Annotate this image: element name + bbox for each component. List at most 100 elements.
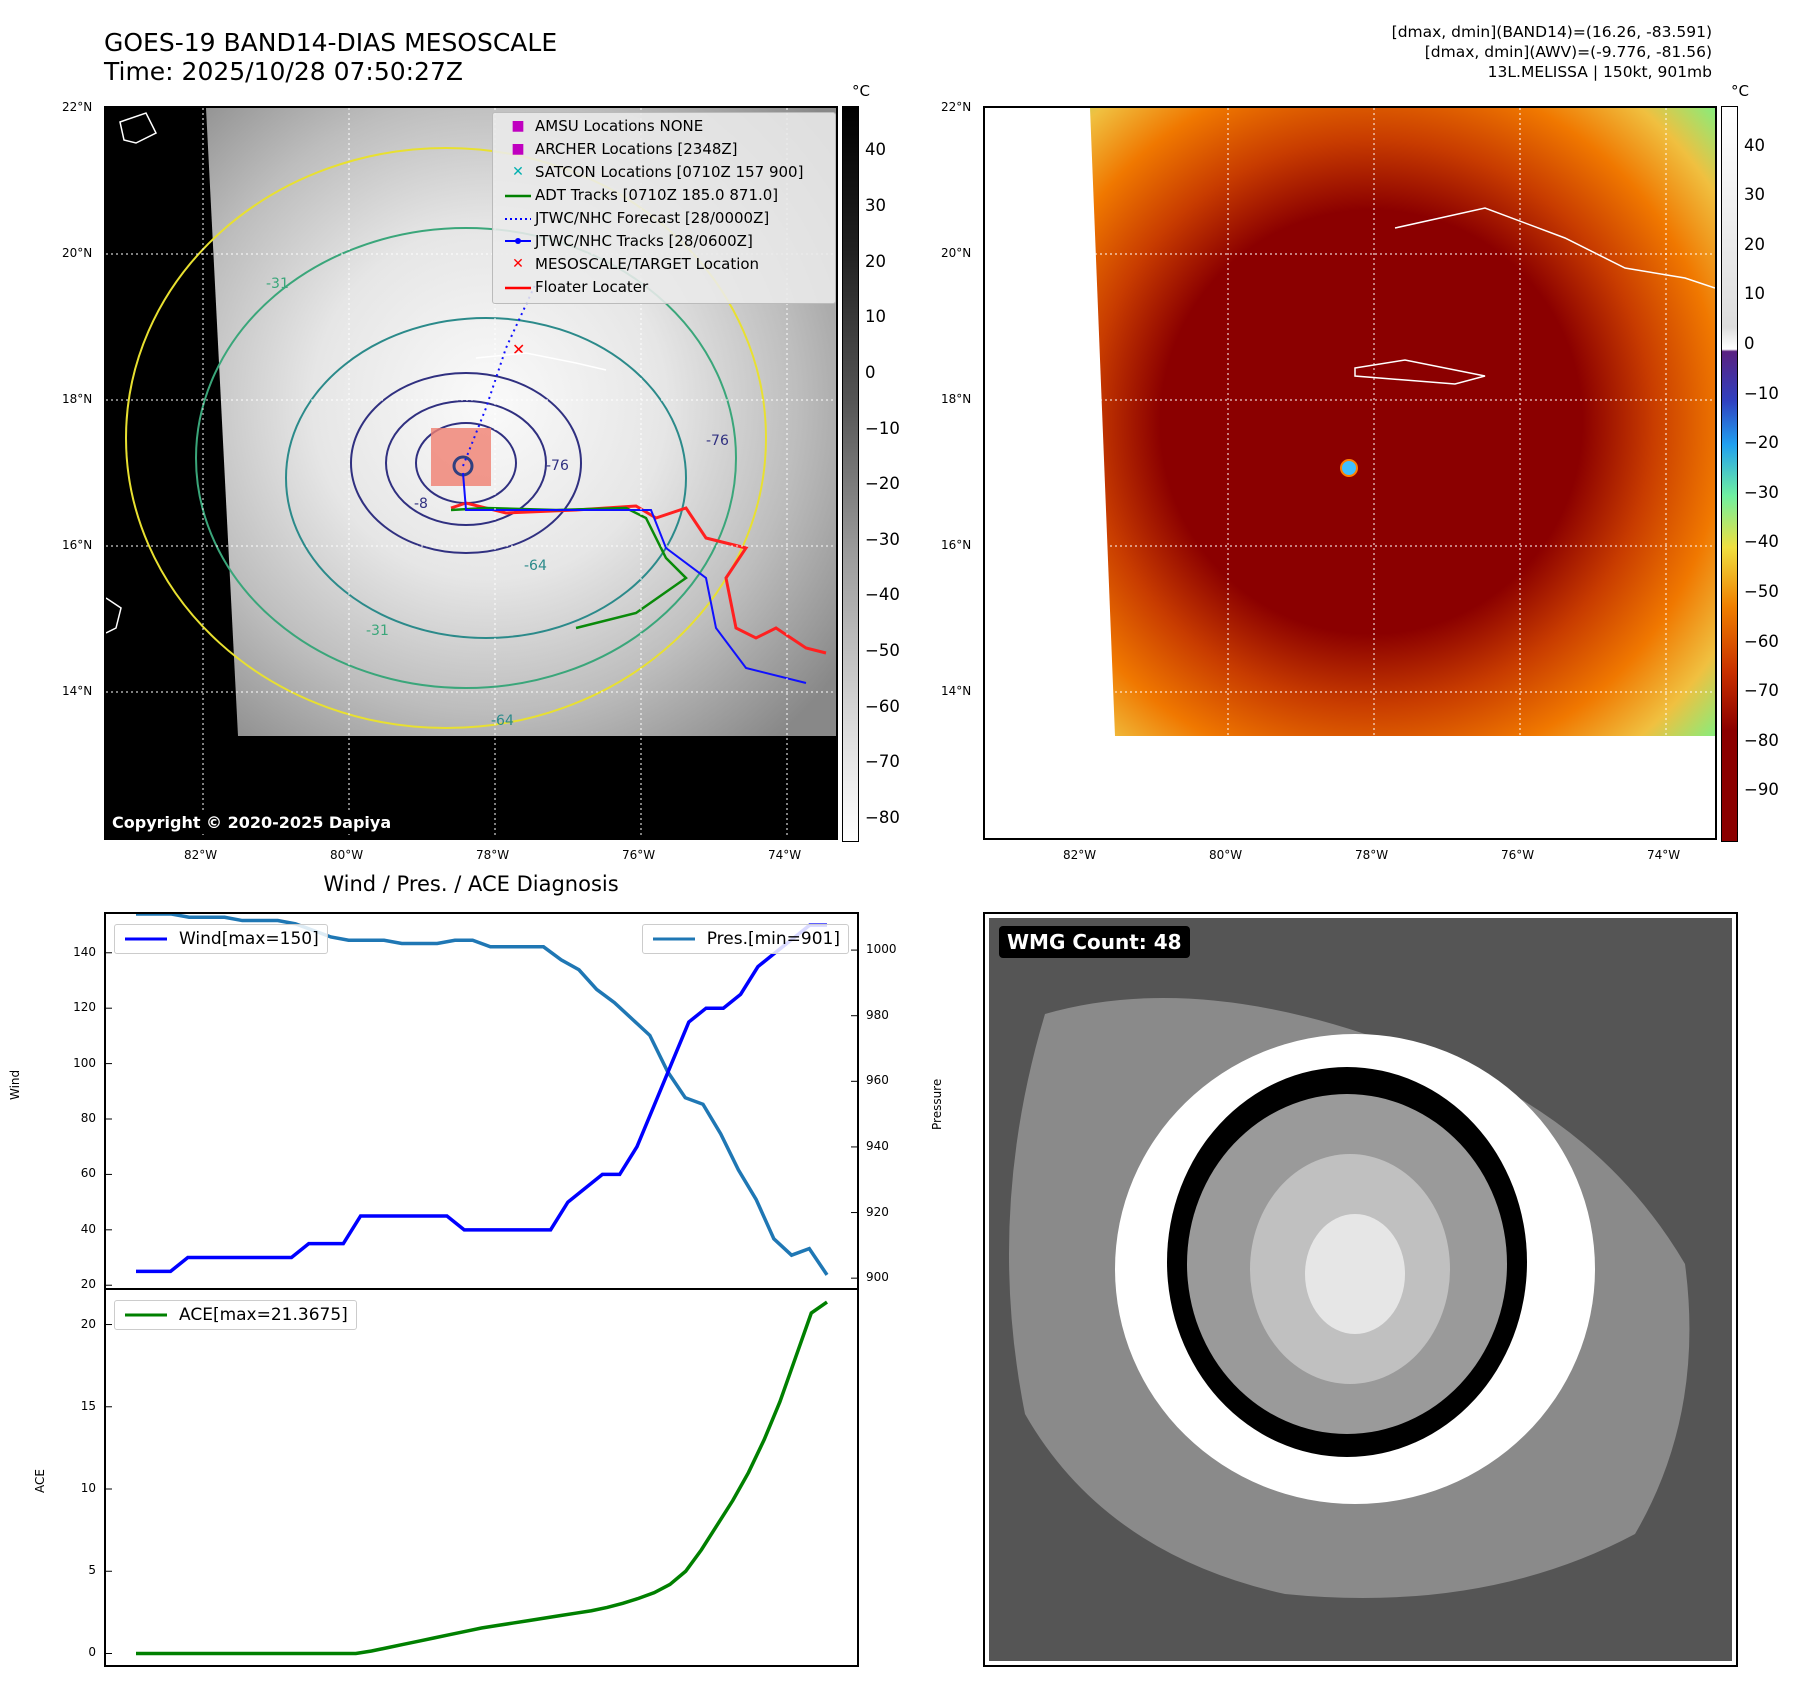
- lat-label: 16°N: [941, 538, 972, 552]
- colorbar-tick: −10: [1744, 383, 1779, 403]
- colorbar-tick: 30: [1744, 185, 1765, 205]
- contour-label: -64: [491, 713, 514, 729]
- ir-color-imagery: [985, 108, 1715, 838]
- legend-item: JTWC/NHC Tracks [28/0600Z]: [501, 230, 753, 252]
- coastline: [119, 112, 158, 144]
- ace-tick: 0: [88, 1645, 96, 1660]
- line-dot-icon: [501, 233, 535, 249]
- cuba-coastline: [1394, 207, 1715, 289]
- contour-label: -76: [706, 433, 729, 449]
- colorbar-tick: 10: [865, 307, 886, 327]
- ace-tick: 20: [80, 1316, 96, 1331]
- lat-label: 16°N: [62, 538, 93, 552]
- legend-label: ADT Tracks [0710Z 185.0 871.0]: [535, 186, 779, 204]
- wind-line: [136, 923, 827, 1274]
- lon-label: 74°W: [1647, 848, 1681, 862]
- x-marker-icon: ✕: [512, 164, 524, 180]
- colorbar-tick: −70: [1744, 681, 1779, 701]
- pressure-tick: 980: [866, 1007, 889, 1022]
- contour-label: -64: [524, 558, 547, 574]
- contour: [285, 317, 687, 639]
- ace-tick: 10: [80, 1481, 96, 1495]
- ace-legend-line-icon: [125, 1313, 167, 1317]
- diagnosis-title: Wind / Pres. / ACE Diagnosis: [323, 872, 619, 896]
- pressure-line: [136, 914, 829, 1276]
- legend-label: JTWC/NHC Tracks [28/0600Z]: [535, 232, 753, 250]
- colorbar-tick: −80: [865, 807, 900, 827]
- wmg-imagery: [989, 918, 1732, 1661]
- ir-color-map: [983, 106, 1717, 840]
- colorbar-tick: 0: [1744, 334, 1755, 354]
- lat-label: 18°N: [62, 392, 93, 406]
- contour-label: -76: [546, 458, 569, 474]
- coastline: [106, 597, 122, 634]
- colorbar-tick: −40: [1744, 532, 1779, 552]
- ir-gray-map: ✕ -31 -76 -64 -31 -76 -64 -8 ■ AMSU Locat…: [104, 106, 838, 840]
- colorbar-tick: 30: [865, 196, 886, 216]
- lon-label: 80°W: [330, 848, 364, 862]
- lon-label: 74°W: [768, 848, 802, 862]
- gray-colorbar: [842, 106, 859, 842]
- lon-label: 76°W: [622, 848, 656, 862]
- lat-label: 20°N: [941, 246, 972, 260]
- title-line-2: Time: 2025/10/28 07:50:27Z: [104, 57, 463, 86]
- contour: [350, 372, 582, 554]
- colorbar-tick: −50: [1744, 582, 1779, 602]
- figure-title: GOES-19 BAND14-DIAS MESOSCALE Time: 2025…: [104, 28, 557, 86]
- colorbar-unit: °C: [852, 82, 870, 100]
- ace-plot: [106, 1300, 829, 1656]
- wmg-eye-core: [1305, 1214, 1405, 1334]
- line-icon: [501, 279, 535, 295]
- lat-label: 20°N: [62, 246, 93, 260]
- legend-label: Floater Locater: [535, 278, 649, 296]
- pressure-tick: 960: [866, 1073, 889, 1088]
- pressure-legend-label: Pres.[min=901]: [706, 929, 840, 949]
- pressure-tick: 1000: [866, 942, 897, 957]
- wind-tick: 20: [80, 1277, 96, 1292]
- pressure-legend: Pres.[min=901]: [641, 924, 849, 954]
- wind-tick: 120: [73, 1000, 96, 1015]
- colorbar-unit: °C: [1731, 82, 1749, 100]
- contour-label: -8: [414, 496, 428, 512]
- wind-tick: 80: [80, 1111, 96, 1125]
- wind-axis-label: Wind: [8, 1069, 22, 1100]
- legend-item: ADT Tracks [0710Z 185.0 871.0]: [501, 184, 778, 206]
- ace-line: [136, 1300, 829, 1656]
- wind-tick: 60: [80, 1166, 96, 1181]
- colorbar-tick: −40: [865, 585, 900, 605]
- contour-label: -31: [266, 276, 289, 292]
- lat-label: 18°N: [941, 392, 972, 406]
- ace-tick: 15: [80, 1398, 96, 1413]
- lon-label: 76°W: [1501, 848, 1535, 862]
- colorbar-tick: −10: [865, 418, 900, 438]
- wind-legend-line-icon: [125, 937, 167, 941]
- track-legend: ■ AMSU Locations NONE ■ ARCHER Locations […: [492, 112, 836, 304]
- lat-label: 14°N: [941, 684, 972, 698]
- contour-label: -31: [366, 623, 389, 639]
- ace-legend-label: ACE[max=21.3675]: [179, 1305, 348, 1325]
- legend-label: SATCON Locations [0710Z 157 900]: [535, 163, 804, 181]
- legend-item: Floater Locater: [501, 276, 648, 298]
- copyright: Copyright © 2020-2025 Dapiya: [108, 811, 396, 834]
- colorbar-tick: −30: [1744, 482, 1779, 502]
- colorbar-tick: −80: [1744, 730, 1779, 750]
- jamaica-coastline: [1354, 359, 1486, 385]
- coastline: [475, 352, 607, 371]
- wind-legend: Wind[max=150]: [114, 924, 328, 954]
- contour: [385, 400, 547, 526]
- colorbar-tick: −60: [1744, 631, 1779, 651]
- legend-label: MESOSCALE/TARGET Location: [535, 255, 760, 273]
- wmg-count-badge: WMG Count: 48: [999, 926, 1190, 958]
- adt-track: [450, 506, 688, 630]
- pressure-axis-label: Pressure: [930, 1078, 944, 1130]
- legend-label: JTWC/NHC Forecast [28/0000Z]: [535, 209, 770, 227]
- colorbar-tick: 10: [1744, 284, 1765, 304]
- wind-legend-label: Wind[max=150]: [179, 929, 319, 949]
- x-marker-icon: ✕: [512, 256, 524, 272]
- lon-label: 80°W: [1209, 848, 1243, 862]
- colorbar-tick: −30: [865, 529, 900, 549]
- floater-track: [450, 501, 827, 655]
- title-line-1: GOES-19 BAND14-DIAS MESOSCALE: [104, 28, 558, 57]
- info-line-1: [dmax, dmin](BAND14)=(16.26, -83.591): [1391, 23, 1712, 41]
- pressure-tick: 940: [866, 1138, 889, 1153]
